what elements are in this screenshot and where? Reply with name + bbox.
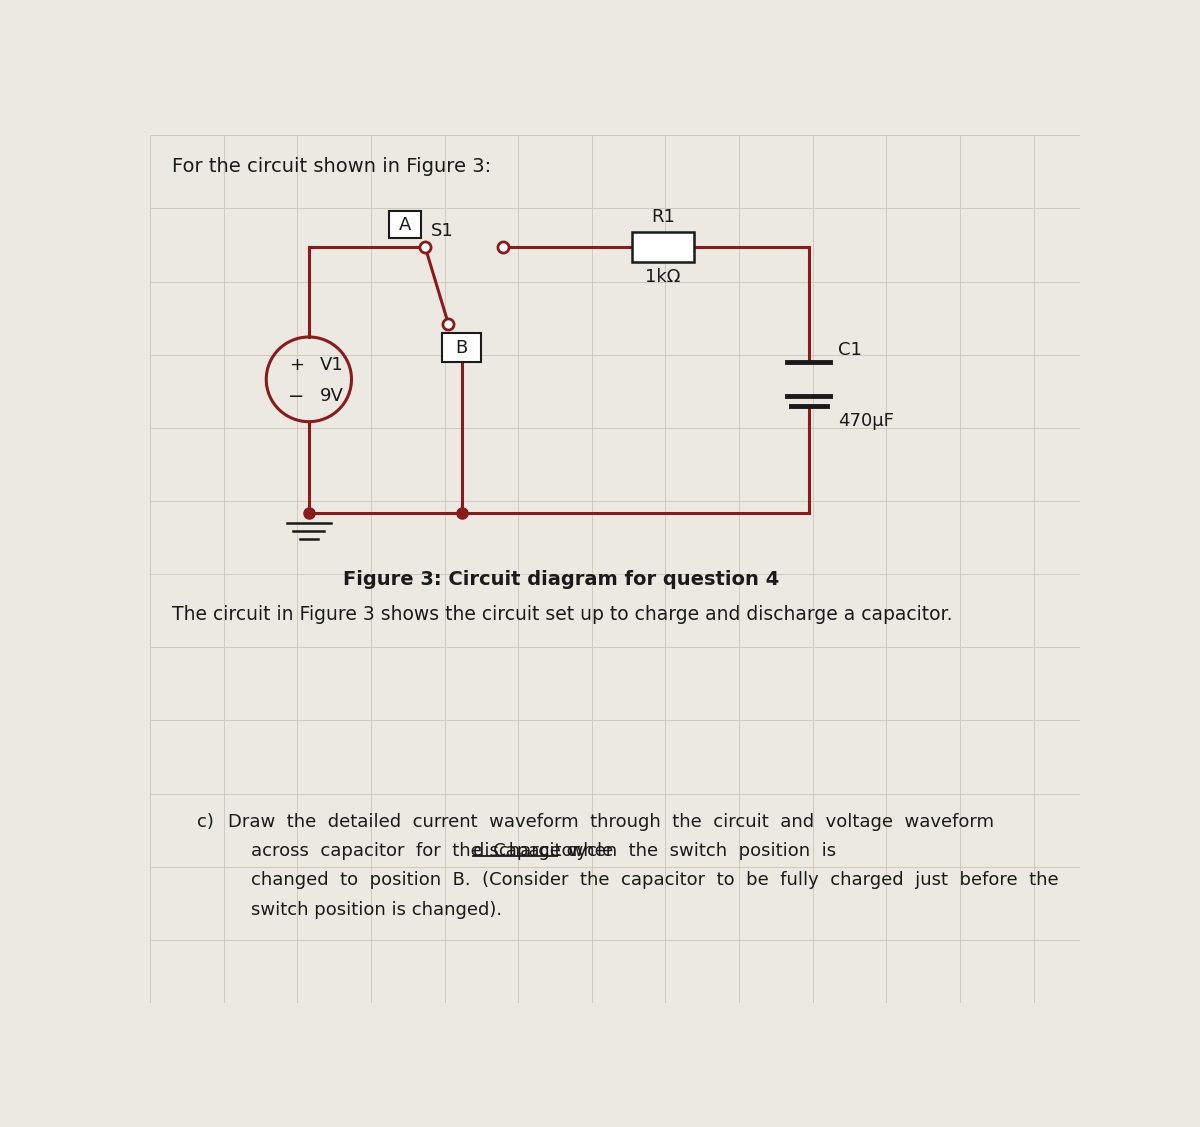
Text: V1: V1 (319, 356, 343, 374)
Text: +: + (289, 356, 304, 374)
Text: 9V: 9V (319, 388, 343, 406)
Text: R1: R1 (652, 208, 674, 227)
Text: For the circuit shown in Figure 3:: For the circuit shown in Figure 3: (172, 157, 491, 176)
Text: switch position is changed).: switch position is changed). (228, 900, 502, 919)
Text: discharge cycle: discharge cycle (473, 842, 613, 860)
Text: c): c) (197, 813, 214, 831)
Text: A: A (398, 215, 412, 233)
Text: changed  to  position  B.  (Consider  the  capacitor  to  be  fully  charged  ju: changed to position B. (Consider the cap… (228, 871, 1058, 889)
Text: 470μF: 470μF (839, 411, 894, 429)
Text: when  the  switch  position  is: when the switch position is (557, 842, 836, 860)
Bar (442, 334, 481, 363)
Text: across  capacitor  for  the  Capacitor: across capacitor for the Capacitor (228, 842, 592, 860)
Text: S1: S1 (431, 222, 454, 240)
Text: 1kΩ: 1kΩ (646, 268, 680, 285)
Text: Figure 3: Circuit diagram for question 4: Figure 3: Circuit diagram for question 4 (343, 570, 779, 589)
Bar (389, 212, 421, 238)
Text: B: B (456, 339, 468, 357)
Bar (632, 232, 694, 261)
Text: C1: C1 (839, 340, 862, 358)
Text: Draw  the  detailed  current  waveform  through  the  circuit  and  voltage  wav: Draw the detailed current waveform throu… (228, 813, 994, 831)
Text: −: − (288, 387, 305, 406)
Text: The circuit in Figure 3 shows the circuit set up to charge and discharge a capac: The circuit in Figure 3 shows the circui… (172, 605, 953, 624)
